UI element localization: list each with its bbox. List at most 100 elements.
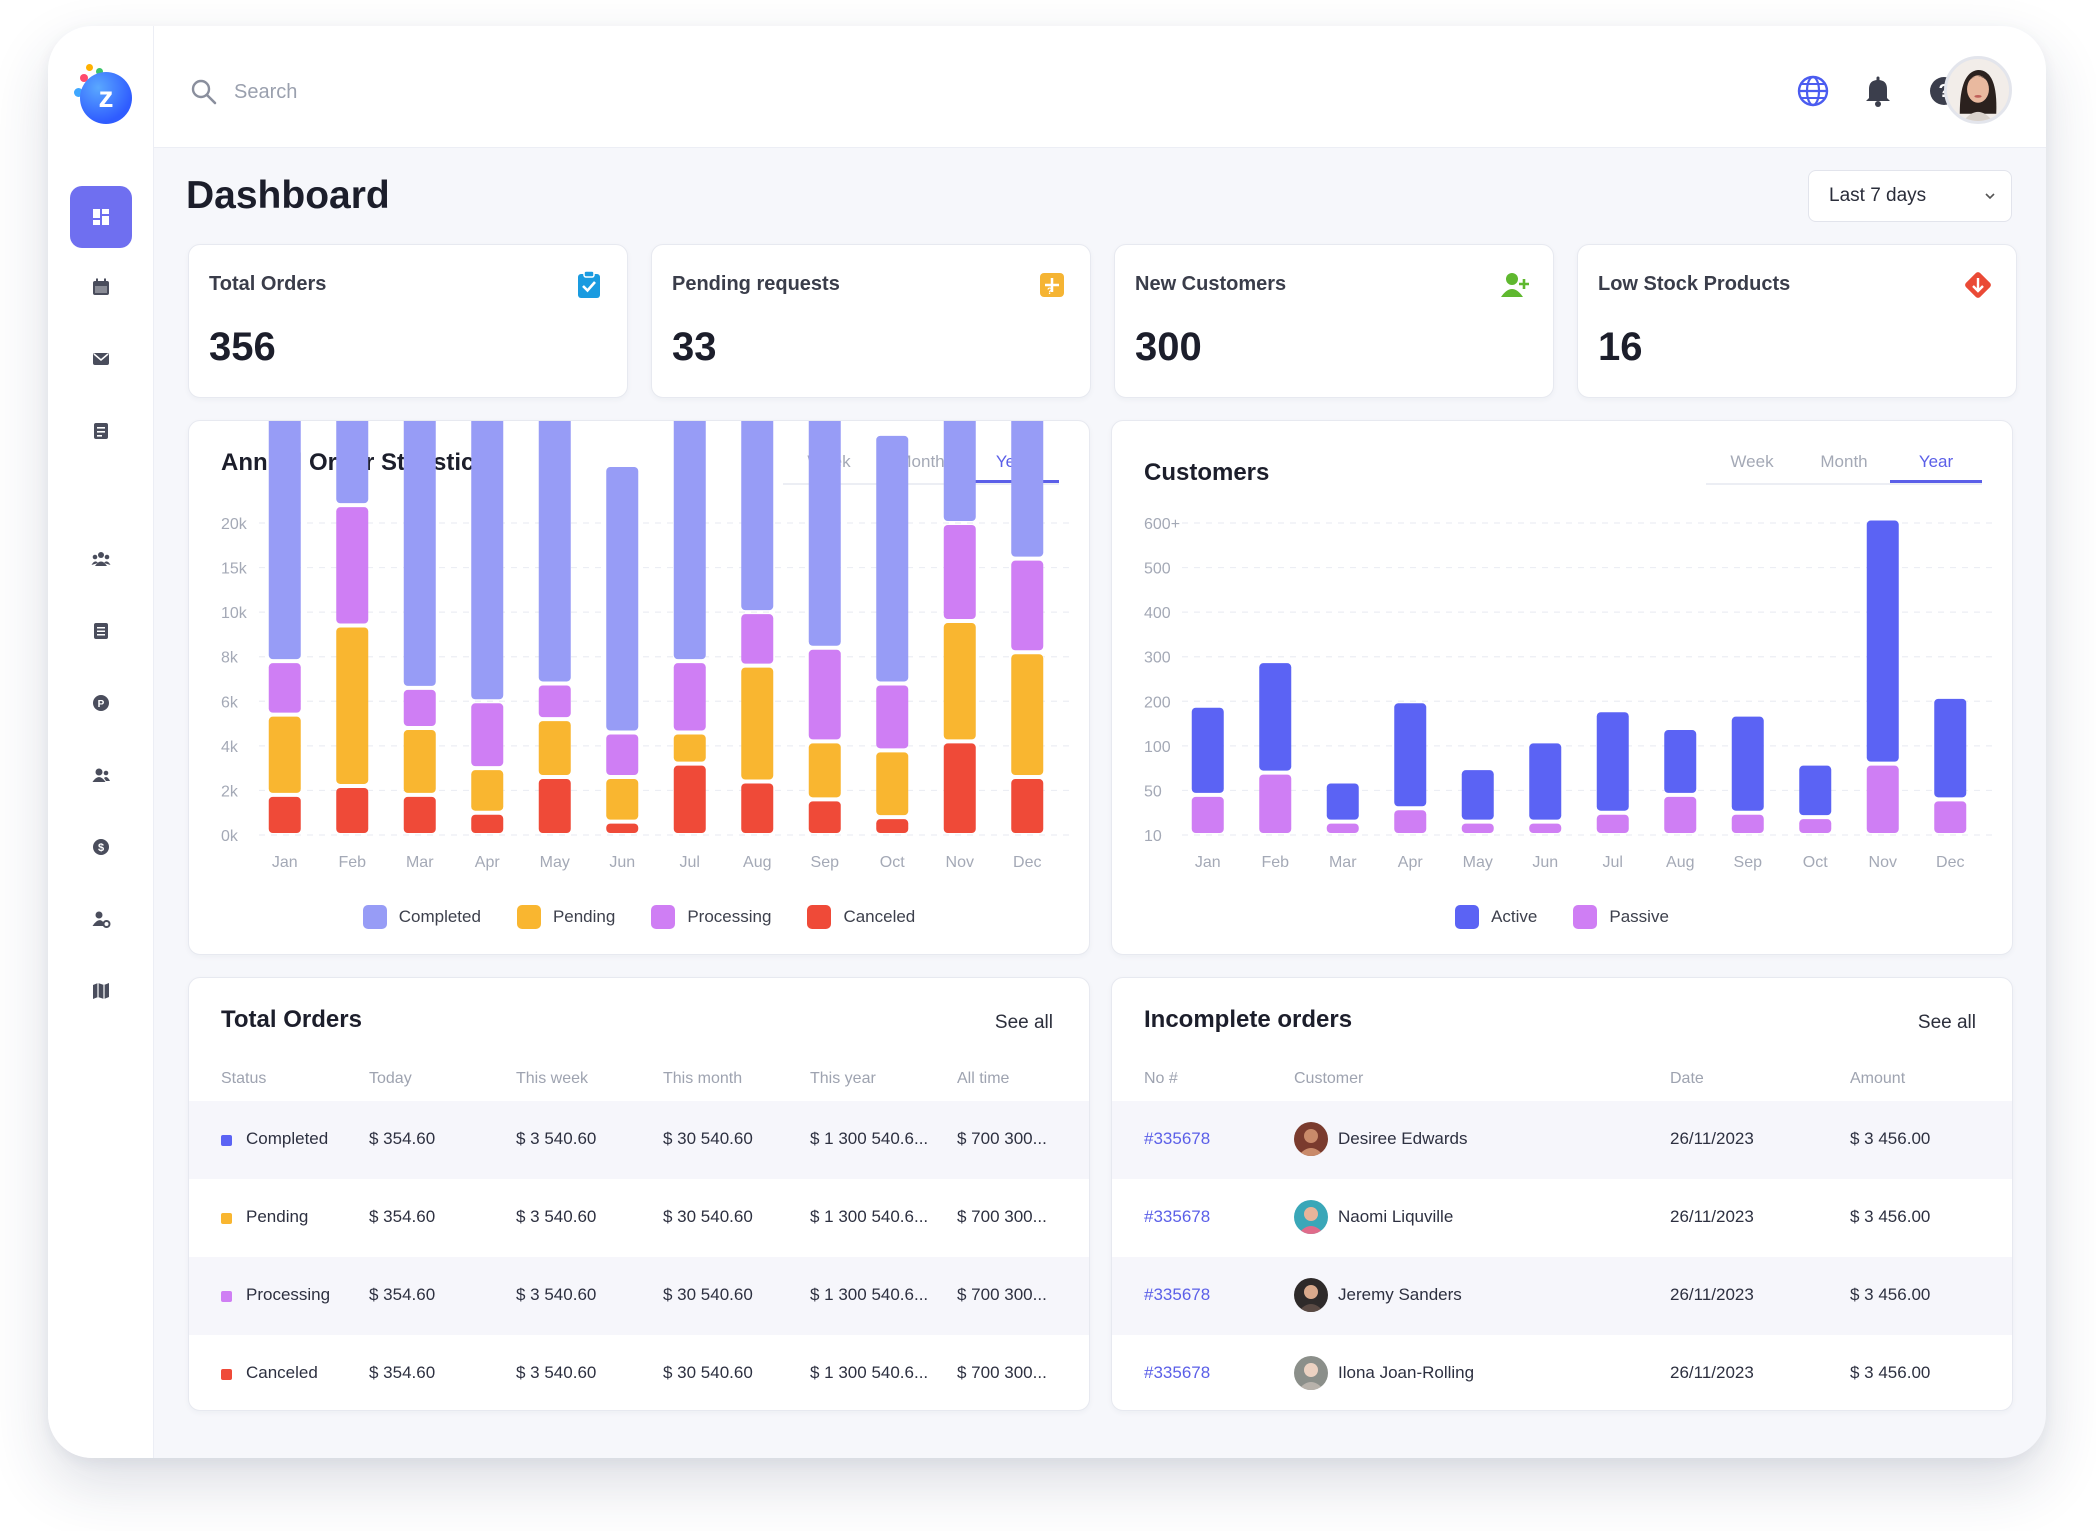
bar-segment (606, 467, 639, 731)
legend-item[interactable]: Processing (651, 905, 771, 929)
see-all-link[interactable]: See all (1917, 1012, 1976, 1033)
bar-segment (1326, 823, 1359, 833)
tab-month[interactable]: Month (1820, 452, 1868, 471)
clipboard-check-icon (578, 270, 600, 298)
nav-calendar[interactable] (70, 256, 132, 318)
column-header[interactable]: No # (1144, 1070, 1178, 1087)
stat-card-total-orders[interactable]: Total Orders 356 (188, 244, 628, 398)
date-cell: 26/11/2023 (1670, 1129, 1754, 1148)
y-tick-label: 0k (221, 828, 239, 845)
bar-segment (1394, 810, 1427, 833)
status-cell: Pending (246, 1207, 309, 1226)
search-input[interactable] (234, 70, 634, 114)
order-number-link[interactable]: #335678 (1144, 1363, 1211, 1382)
date-range-select[interactable]: Last 7 days (1808, 170, 2012, 222)
alltime-cell: $ 700 300... (957, 1129, 1047, 1148)
legend-item[interactable]: Canceled (807, 905, 915, 929)
x-tick-label: Sep (811, 854, 840, 871)
bar-segment (1934, 801, 1967, 833)
tab-week[interactable]: Week (1730, 452, 1774, 471)
table-row[interactable]: #335678 Jeremy Sanders 26/11/2023 $ 3 45… (1112, 1257, 2012, 1335)
bar-segment (336, 421, 369, 504)
column-header[interactable]: This month (663, 1070, 743, 1087)
table-row[interactable]: Processing $ 354.60 $ 3 540.60 $ 30 540.… (189, 1257, 1089, 1335)
map-icon (93, 983, 109, 999)
sidebar: z P $ (48, 26, 154, 1458)
legend-item[interactable]: Pending (516, 905, 615, 929)
column-header[interactable]: All time (957, 1070, 1010, 1087)
customers-tabs: Week Month Year (1706, 445, 1982, 485)
month-cell: $ 30 540.60 (663, 1285, 753, 1304)
column-header[interactable]: This week (516, 1070, 589, 1087)
table-row[interactable]: #335678 Ilona Joan-Rolling 26/11/2023 $ … (1112, 1335, 2012, 1410)
x-tick-label: Jun (1532, 854, 1558, 871)
y-tick-label: 20k (221, 516, 248, 533)
bar-segment (808, 649, 841, 740)
status-cell: Canceled (246, 1363, 318, 1382)
app-logo[interactable]: z (72, 62, 132, 124)
y-tick-label: 600+ (1144, 516, 1180, 533)
order-number-link[interactable]: #335678 (1144, 1207, 1211, 1226)
x-tick-label: Nov (1869, 854, 1897, 871)
table-row[interactable]: Completed $ 354.60 $ 3 540.60 $ 30 540.6… (189, 1101, 1089, 1179)
stat-card-low-stock[interactable]: Low Stock Products 16 (1577, 244, 2017, 398)
bar-segment (268, 796, 301, 833)
stat-value: 33 (672, 325, 717, 369)
week-cell: $ 3 540.60 (516, 1285, 597, 1304)
table-row[interactable]: Pending $ 354.60 $ 3 540.60 $ 30 540.60 … (189, 1179, 1089, 1257)
bar-segment (673, 421, 706, 660)
legend-item[interactable]: Passive (1573, 905, 1669, 929)
bar-segment (1326, 783, 1359, 820)
globe-icon[interactable] (1796, 74, 1830, 108)
column-header[interactable]: Customer (1294, 1070, 1364, 1087)
bar-segment (741, 614, 774, 664)
bar-segment (1664, 796, 1697, 833)
column-header[interactable]: Amount (1850, 1070, 1906, 1087)
pending-icon: ? (1040, 273, 1064, 297)
customers-chart: 10 50 100 200 300 400 500 600+ Jan Feb Mar Apr May Ju… (1144, 516, 1992, 871)
nav-teams[interactable] (70, 528, 132, 590)
nav-documents[interactable] (70, 600, 132, 662)
column-header[interactable]: Date (1670, 1070, 1704, 1087)
nav-parking[interactable]: P (70, 672, 132, 734)
nav-dashboard[interactable] (70, 186, 132, 248)
nav-contacts[interactable] (70, 744, 132, 806)
customer-name: Jeremy Sanders (1338, 1285, 1462, 1304)
panel-title: Customers (1144, 459, 1270, 486)
order-number-link[interactable]: #335678 (1144, 1129, 1211, 1148)
legend-item[interactable]: Active (1455, 905, 1537, 929)
column-header[interactable]: Status (221, 1070, 267, 1087)
stat-card-new-customers[interactable]: New Customers 300 (1114, 244, 1554, 398)
bar-segment (1866, 765, 1899, 833)
bell-icon[interactable] (1861, 74, 1895, 108)
x-tick-label: Jan (1195, 854, 1221, 871)
table-row[interactable]: Canceled $ 354.60 $ 3 540.60 $ 30 540.60… (189, 1335, 1089, 1410)
table-row[interactable]: #335678 Naomi Liquville 26/11/2023 $ 3 4… (1112, 1179, 2012, 1257)
table-header: No # Customer Date Amount (1112, 1070, 2012, 1100)
bar-segment (943, 525, 976, 620)
nav-invoices[interactable] (70, 400, 132, 462)
nav-mail[interactable] (70, 328, 132, 390)
stat-card-pending-requests[interactable]: Pending requests 33 ? (651, 244, 1091, 398)
table-row[interactable]: #335678 Desiree Edwards 26/11/2023 $ 3 4… (1112, 1101, 2012, 1179)
user-avatar[interactable] (1944, 56, 2012, 124)
status-color-square (221, 1369, 232, 1380)
tab-month[interactable]: Month (897, 452, 945, 471)
bar-segment (538, 721, 571, 776)
topbar: ? (154, 26, 2046, 148)
alltime-cell: $ 700 300... (957, 1285, 1047, 1304)
users-group-icon (91, 552, 111, 566)
bar-segment (268, 421, 301, 660)
column-header[interactable]: Today (369, 1070, 412, 1087)
nav-finance[interactable]: $ (70, 816, 132, 878)
tab-year[interactable]: Year (1890, 445, 1982, 483)
bar-segment (876, 819, 909, 833)
order-number-link[interactable]: #335678 (1144, 1285, 1211, 1304)
bar-segment (1011, 654, 1044, 776)
y-tick-label: 300 (1144, 650, 1171, 667)
column-header[interactable]: This year (810, 1070, 876, 1087)
nav-map[interactable] (70, 960, 132, 1022)
nav-user-settings[interactable] (70, 888, 132, 950)
see-all-link[interactable]: See all (994, 1012, 1053, 1033)
legend-item[interactable]: Completed (362, 905, 481, 929)
